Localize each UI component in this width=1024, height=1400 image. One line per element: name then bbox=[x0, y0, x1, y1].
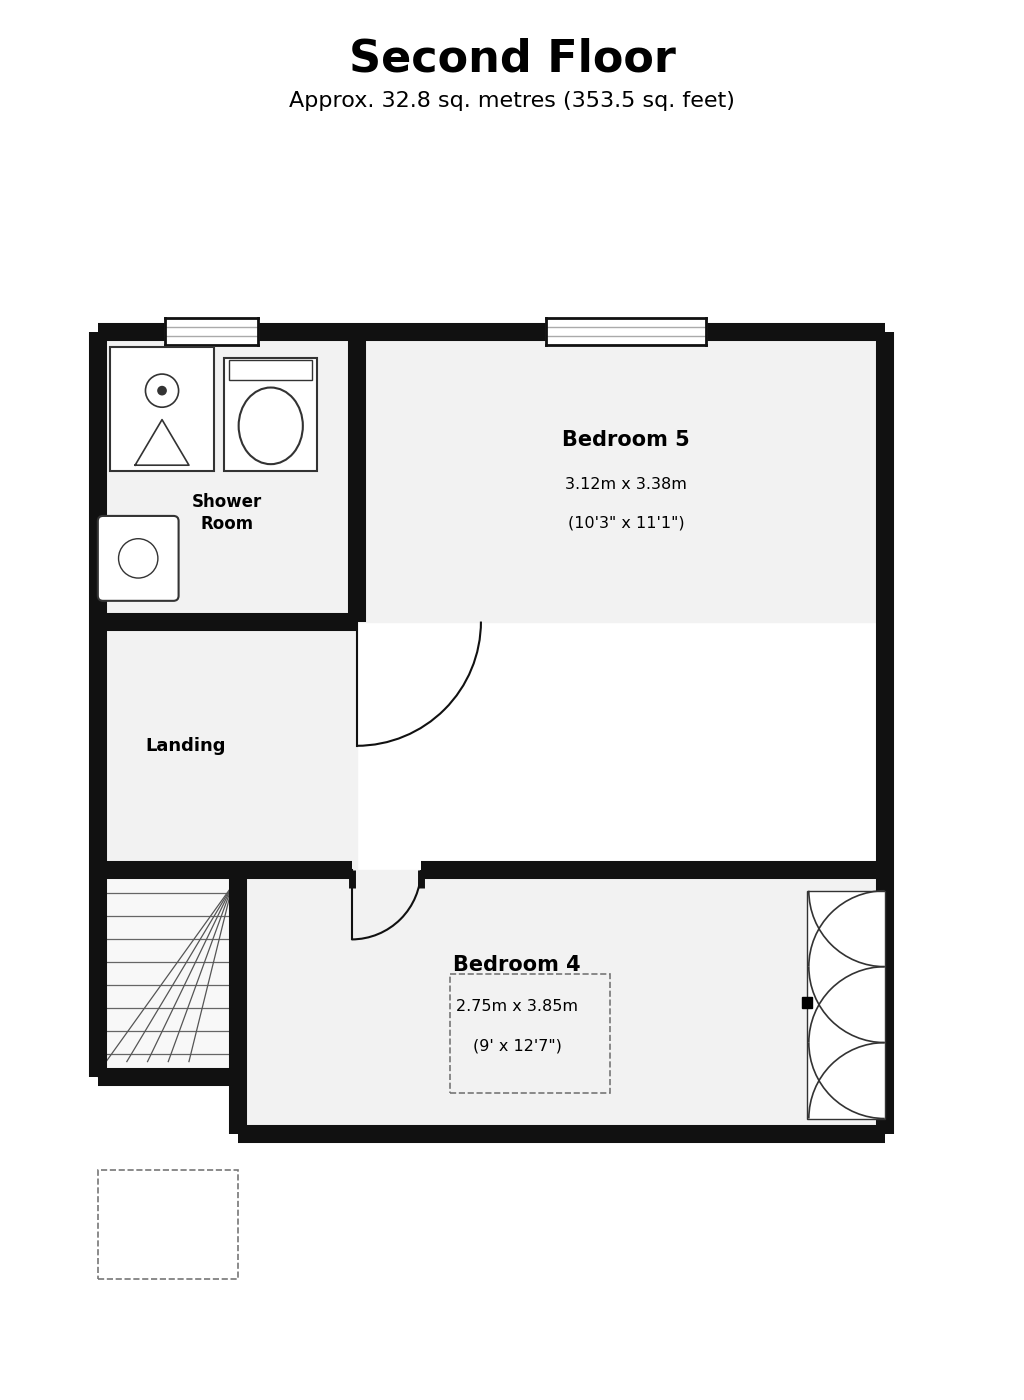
Bar bbox=[229, 360, 312, 381]
Bar bbox=[111, 347, 214, 472]
Bar bbox=[224, 357, 317, 472]
FancyBboxPatch shape bbox=[98, 517, 178, 601]
Text: 2.75m x 3.85m: 2.75m x 3.85m bbox=[456, 1000, 579, 1014]
Ellipse shape bbox=[239, 388, 303, 465]
Bar bbox=[807, 890, 885, 1119]
Text: Approx. 32.8 sq. metres (353.5 sq. feet): Approx. 32.8 sq. metres (353.5 sq. feet) bbox=[289, 91, 735, 111]
Bar bbox=[98, 1170, 238, 1280]
Text: Landing: Landing bbox=[145, 736, 226, 755]
Polygon shape bbox=[238, 869, 885, 1134]
Text: (9' x 12'7"): (9' x 12'7") bbox=[473, 1039, 561, 1054]
Text: 3.12m x 3.38m: 3.12m x 3.38m bbox=[565, 477, 687, 493]
Polygon shape bbox=[802, 997, 812, 1008]
Text: Second Floor: Second Floor bbox=[348, 38, 676, 80]
Text: Shower
Room: Shower Room bbox=[193, 493, 262, 533]
Bar bbox=[450, 973, 610, 1092]
Polygon shape bbox=[98, 622, 356, 869]
Circle shape bbox=[158, 386, 166, 395]
Polygon shape bbox=[546, 318, 707, 344]
Text: Bedroom 5: Bedroom 5 bbox=[562, 430, 690, 451]
Polygon shape bbox=[98, 869, 238, 1077]
Text: Bedroom 4: Bedroom 4 bbox=[454, 955, 581, 976]
Polygon shape bbox=[356, 332, 885, 622]
Polygon shape bbox=[98, 332, 356, 622]
Polygon shape bbox=[165, 318, 258, 344]
Text: (10'3" x 11'1"): (10'3" x 11'1") bbox=[567, 515, 684, 531]
